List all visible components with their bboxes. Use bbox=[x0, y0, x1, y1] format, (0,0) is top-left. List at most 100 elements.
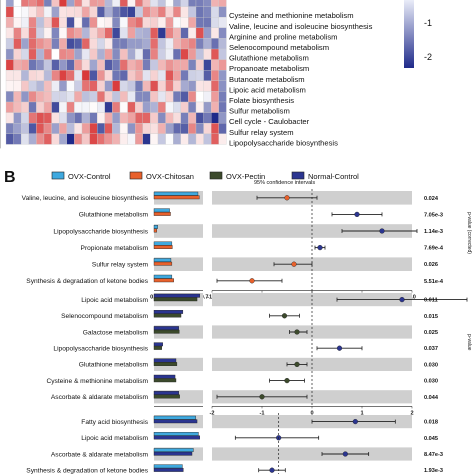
heatmap-cell bbox=[180, 48, 189, 60]
heatmap-cell bbox=[203, 0, 212, 7]
heatmap-cell bbox=[142, 101, 151, 113]
heatmap-cell bbox=[119, 80, 128, 92]
heatmap-cell bbox=[59, 123, 67, 134]
heatmap-cell bbox=[104, 0, 113, 7]
heatmap-cell bbox=[211, 38, 219, 50]
heatmap-cell bbox=[127, 17, 136, 28]
heatmap-cell bbox=[188, 59, 197, 71]
heatmap-cell bbox=[119, 101, 128, 113]
heatmap-cell bbox=[119, 123, 128, 134]
heatmap-cell bbox=[165, 27, 174, 39]
heatmap-cell bbox=[173, 27, 181, 39]
mean-proportion-bar bbox=[153, 448, 194, 452]
heatmap-cell bbox=[127, 123, 136, 134]
heatmap-cell bbox=[203, 133, 212, 145]
heatmap-cell bbox=[74, 91, 83, 103]
p-value-label: 0.025 bbox=[424, 330, 438, 336]
heatmap-cell bbox=[150, 101, 159, 113]
heatmap-cell bbox=[28, 0, 37, 7]
heatmap-cell bbox=[142, 17, 151, 28]
heatmap-cell bbox=[142, 0, 151, 7]
mean-proportion-bar bbox=[153, 468, 184, 472]
heatmap-cell bbox=[188, 133, 197, 145]
heatmap-cell bbox=[43, 48, 52, 60]
legend-swatch bbox=[129, 171, 143, 180]
heatmap-cell bbox=[28, 27, 37, 39]
heatmap-cell bbox=[59, 91, 67, 103]
heatmap-cell bbox=[127, 6, 136, 18]
heatmap-cell bbox=[13, 38, 22, 50]
heatmap-cell bbox=[203, 91, 212, 103]
heatmap-cell bbox=[203, 27, 212, 39]
heatmap-cell bbox=[21, 133, 29, 145]
heatmap-cell bbox=[43, 101, 52, 113]
heatmap-cell bbox=[142, 80, 151, 92]
heatmap-cell bbox=[5, 123, 14, 134]
pathway-label: Lipoic acid metabolism bbox=[81, 435, 148, 442]
heatmap-cell bbox=[97, 48, 105, 60]
heatmap-cell bbox=[81, 91, 90, 103]
heatmap-cell bbox=[21, 123, 29, 134]
legend-label: Normal-Control bbox=[308, 172, 359, 181]
p-value-label: 0.018 bbox=[424, 420, 438, 426]
heatmap-cell bbox=[21, 48, 29, 60]
heatmap-cell bbox=[5, 6, 14, 18]
heatmap-cell bbox=[142, 70, 151, 81]
pathway-row: Lipopolysaccharide biosynthesis 0.037 bbox=[53, 342, 438, 353]
heatmap-cell bbox=[51, 48, 60, 60]
pathway-row: Ascorbate & aldarate metabolism 8.47e-3 bbox=[51, 447, 443, 461]
row-band bbox=[212, 447, 412, 461]
heatmap-cell bbox=[180, 0, 189, 7]
heatmap-cell bbox=[13, 112, 22, 124]
heatmap-cell bbox=[59, 59, 67, 71]
heatmap-cell bbox=[188, 48, 197, 60]
legend-swatch bbox=[291, 171, 305, 180]
difference-point bbox=[269, 467, 275, 473]
panel-label: B bbox=[4, 169, 16, 186]
heatmap-cell bbox=[13, 80, 22, 92]
heatmap-cell bbox=[81, 80, 90, 92]
heatmap-cell bbox=[165, 101, 174, 113]
heatmap-cell bbox=[135, 101, 143, 113]
heatmap-cell bbox=[81, 70, 90, 81]
heatmap-cell bbox=[43, 112, 52, 124]
heatmap-cell bbox=[188, 17, 197, 28]
heatmap-cell bbox=[51, 112, 60, 124]
pathway-row: Ascorbate & aldarate metabolism 0.044 bbox=[51, 390, 439, 404]
heatmap-cell bbox=[173, 38, 181, 50]
heatmap-cell bbox=[28, 123, 37, 134]
heatmap-cell bbox=[97, 70, 105, 81]
heatmap-cell bbox=[142, 59, 151, 71]
heatmap-cell bbox=[211, 6, 219, 18]
heatmap-cell bbox=[165, 59, 174, 71]
pathway-row: Lipoic acid metabolism 0.045 bbox=[81, 432, 438, 442]
heatmap-cell bbox=[127, 38, 136, 50]
legend-label: OVX-Control bbox=[68, 172, 111, 181]
pvalue-axis-label-2: p-value bbox=[466, 334, 472, 351]
heatmap-cell bbox=[180, 80, 189, 92]
heatmap-cell bbox=[36, 6, 45, 18]
heatmap-cell bbox=[112, 101, 121, 113]
heatmap-cell bbox=[135, 27, 143, 39]
heatmap-cell bbox=[104, 6, 113, 18]
heatmap-cell bbox=[36, 17, 45, 28]
pathway-row: Lipoic acid metabolism 0.011 bbox=[81, 293, 468, 307]
pathway-label: Lipopolysaccharide biosynthesis bbox=[53, 346, 148, 353]
heatmap-cell bbox=[188, 80, 197, 92]
heatmap-cell bbox=[89, 27, 98, 39]
scale-tick-label: -1 bbox=[424, 18, 432, 28]
heatmap-cell bbox=[66, 112, 75, 124]
heatmap-cell bbox=[211, 91, 219, 103]
heatmap-row-label: Lipopolysaccharide biosynthesis bbox=[229, 138, 338, 147]
heatmap-cell bbox=[28, 48, 37, 60]
heatmap-cell bbox=[203, 101, 212, 113]
heatmap-cell bbox=[142, 91, 151, 103]
heatmap-cell bbox=[112, 38, 121, 50]
legend-label: OVX-Chitosan bbox=[146, 172, 194, 181]
heatmap-cell bbox=[195, 101, 204, 113]
heatmap-cell bbox=[51, 6, 60, 18]
heatmap-cell bbox=[180, 91, 189, 103]
heatmap-cell bbox=[89, 123, 98, 134]
mean-proportion-bar bbox=[153, 274, 173, 279]
difference-point bbox=[342, 451, 348, 457]
